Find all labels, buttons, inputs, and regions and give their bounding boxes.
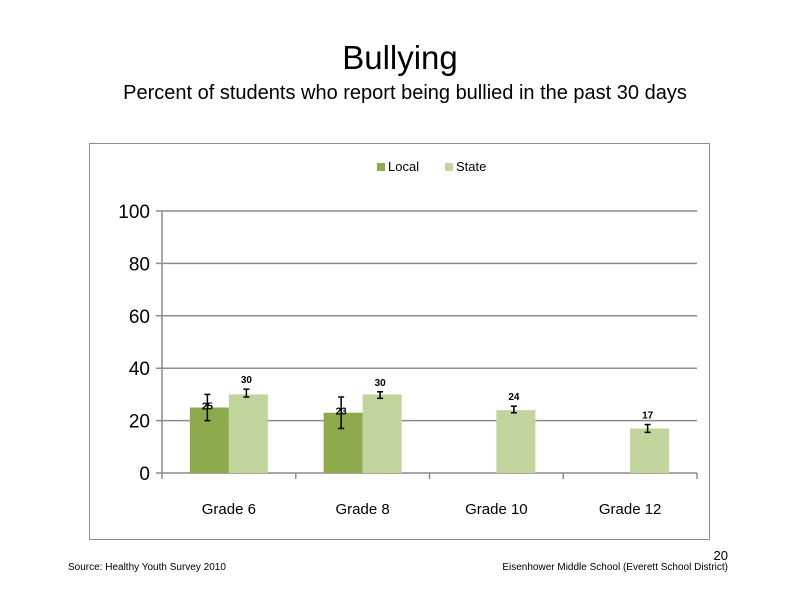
x-tick-label: Grade 12 bbox=[599, 501, 662, 518]
x-tick-label: Grade 6 bbox=[202, 501, 256, 518]
y-tick-label: 80 bbox=[129, 254, 150, 275]
bar-state bbox=[630, 428, 670, 473]
bar-local bbox=[189, 407, 229, 473]
page-number: 20 bbox=[713, 548, 728, 563]
data-label: 30 bbox=[241, 375, 253, 386]
data-label: 25 bbox=[202, 402, 214, 413]
slide-subtitle: Percent of students who report being bul… bbox=[123, 82, 687, 104]
data-label: 23 bbox=[336, 407, 348, 418]
bar-state bbox=[362, 394, 402, 473]
bar-local bbox=[323, 412, 363, 473]
data-label: 17 bbox=[642, 411, 654, 422]
legend-label-local: Local bbox=[388, 159, 419, 174]
data-label: 30 bbox=[375, 378, 387, 389]
data-label: 24 bbox=[508, 392, 520, 403]
legend-label-state: State bbox=[456, 159, 486, 174]
bar-chart: 0 20 40 60 80 100 Grade 6 Grade 8 Grade 10 Grade … bbox=[118, 159, 698, 518]
slide-title: Bullying bbox=[342, 39, 458, 76]
source-note: Source: Healthy Youth Survey 2010 bbox=[68, 562, 226, 573]
y-tick-label: 40 bbox=[129, 359, 150, 380]
x-tick-label: Grade 8 bbox=[336, 501, 390, 518]
legend-swatch-state bbox=[445, 163, 453, 171]
bar-state bbox=[496, 410, 536, 473]
bar-state bbox=[228, 394, 268, 473]
chart-frame: 0 20 40 60 80 100 Grade 6 Grade 8 Grade 10 Grade … bbox=[89, 143, 710, 540]
school-name: Eisenhower Middle School (Everett School… bbox=[502, 562, 728, 573]
y-tick-label: 20 bbox=[129, 412, 150, 433]
legend-swatch-local bbox=[377, 163, 385, 171]
y-tick-label: 100 bbox=[118, 202, 150, 223]
y-tick-label: 0 bbox=[139, 464, 150, 485]
y-tick-label: 60 bbox=[129, 307, 150, 328]
x-tick-label: Grade 10 bbox=[465, 501, 528, 518]
